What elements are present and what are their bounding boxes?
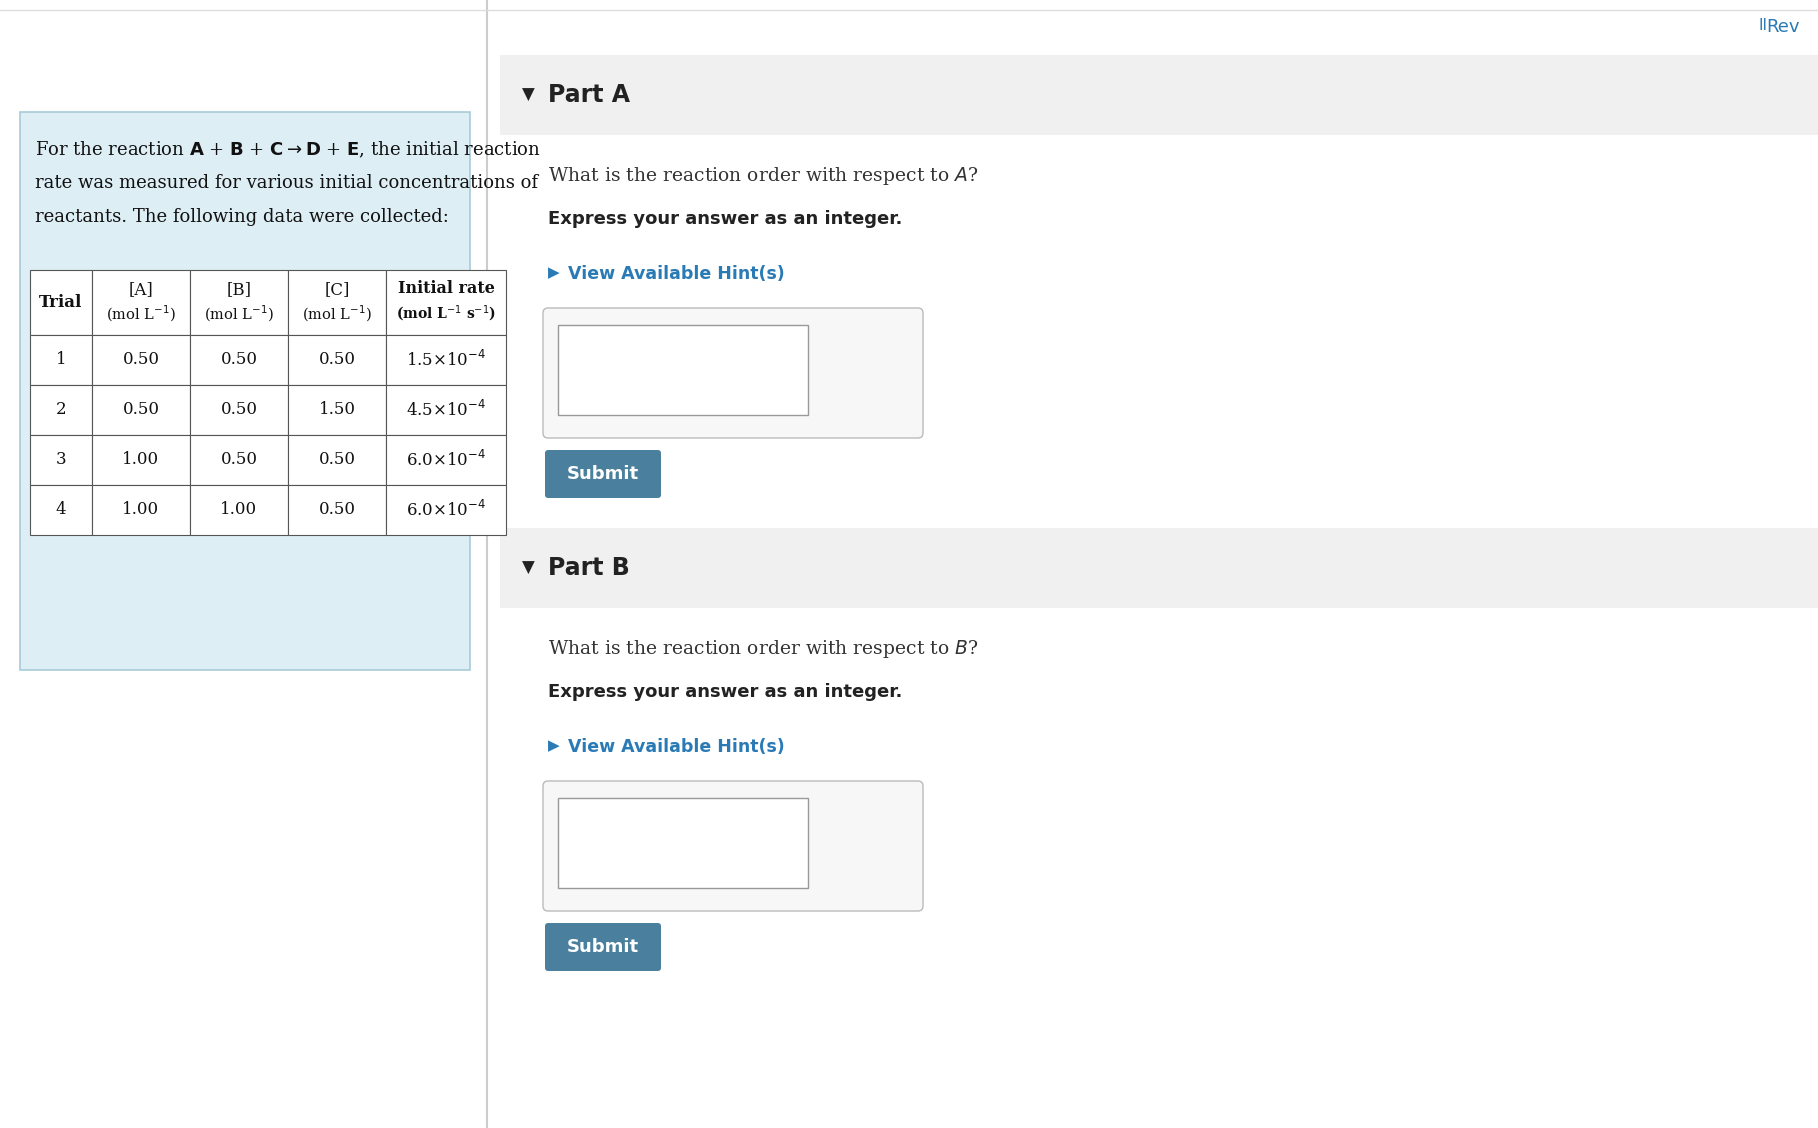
Text: 6.0×10$^{-4}$: 6.0×10$^{-4}$	[405, 500, 485, 520]
Bar	[93, 385, 191, 435]
Text: What is the reaction order with respect to $B$?: What is the reaction order with respect …	[547, 638, 978, 660]
Text: 1.00: 1.00	[220, 502, 258, 519]
Text: [A]: [A]	[129, 281, 153, 298]
Bar	[31, 270, 93, 335]
Text: 0.50: 0.50	[318, 451, 356, 468]
Text: Part B: Part B	[547, 556, 629, 580]
Bar	[93, 485, 191, 535]
Text: 0.50: 0.50	[220, 451, 258, 468]
Text: [B]: [B]	[227, 281, 251, 298]
Bar	[287, 270, 385, 335]
Text: 3: 3	[56, 451, 65, 468]
Text: Trial: Trial	[40, 294, 82, 311]
Bar	[93, 270, 191, 335]
FancyBboxPatch shape	[20, 112, 471, 670]
Bar	[287, 385, 385, 435]
Bar	[93, 335, 191, 385]
Bar	[287, 485, 385, 535]
Text: (mol L$^{-1}$): (mol L$^{-1}$)	[302, 305, 373, 325]
Text: Rev: Rev	[1767, 18, 1800, 36]
Text: 4.5×10$^{-4}$: 4.5×10$^{-4}$	[405, 400, 485, 420]
Text: rate was measured for various initial concentrations of: rate was measured for various initial co…	[35, 174, 538, 192]
Bar	[93, 435, 191, 485]
Text: Submit: Submit	[567, 938, 640, 957]
Text: 4: 4	[56, 502, 65, 519]
Text: View Available Hint(s): View Available Hint(s)	[567, 738, 785, 756]
Bar	[191, 435, 287, 485]
Bar	[500, 528, 1818, 608]
Bar	[31, 385, 93, 435]
Text: Submit: Submit	[567, 465, 640, 483]
FancyBboxPatch shape	[545, 450, 662, 497]
Text: (mol L$^{-1}$): (mol L$^{-1}$)	[204, 305, 275, 325]
Bar	[558, 797, 807, 888]
Bar	[191, 335, 287, 385]
Text: 0.50: 0.50	[122, 402, 160, 418]
Bar	[385, 270, 505, 335]
Bar	[191, 385, 287, 435]
Text: ▼: ▼	[522, 86, 534, 104]
FancyBboxPatch shape	[544, 308, 924, 438]
FancyBboxPatch shape	[545, 923, 662, 971]
Bar	[385, 435, 505, 485]
Text: 2: 2	[56, 402, 65, 418]
Bar	[191, 270, 287, 335]
Bar	[31, 485, 93, 535]
Text: 0.50: 0.50	[318, 352, 356, 369]
Bar	[385, 485, 505, 535]
Text: 1.50: 1.50	[318, 402, 356, 418]
Bar	[287, 335, 385, 385]
Text: 1.5×10$^{-4}$: 1.5×10$^{-4}$	[405, 350, 485, 370]
Text: II: II	[1760, 18, 1767, 33]
Text: Express your answer as an integer.: Express your answer as an integer.	[547, 682, 902, 700]
Text: reactants. The following data were collected:: reactants. The following data were colle…	[35, 208, 449, 226]
Bar	[31, 335, 93, 385]
Bar	[385, 385, 505, 435]
Bar	[287, 435, 385, 485]
Text: 1.00: 1.00	[122, 502, 160, 519]
Text: Express your answer as an integer.: Express your answer as an integer.	[547, 210, 902, 228]
Text: 0.50: 0.50	[318, 502, 356, 519]
Text: 0.50: 0.50	[220, 352, 258, 369]
Text: Part A: Part A	[547, 83, 631, 107]
Bar	[191, 485, 287, 535]
Bar	[558, 325, 807, 415]
Text: 1: 1	[56, 352, 65, 369]
Text: Initial rate: Initial rate	[398, 280, 494, 297]
Text: [C]: [C]	[324, 281, 349, 298]
FancyBboxPatch shape	[544, 781, 924, 911]
Text: ▶: ▶	[547, 265, 560, 280]
Text: What is the reaction order with respect to $A$?: What is the reaction order with respect …	[547, 165, 978, 187]
Text: 1.00: 1.00	[122, 451, 160, 468]
Text: ▼: ▼	[522, 559, 534, 578]
Text: 0.50: 0.50	[220, 402, 258, 418]
Bar	[31, 435, 93, 485]
Text: (mol L$^{-1}$ s$^{-1}$): (mol L$^{-1}$ s$^{-1}$)	[396, 305, 496, 325]
Bar	[500, 55, 1818, 135]
Text: For the reaction $\mathbf{A}$ + $\mathbf{B}$ + $\mathbf{C}$$\rightarrow$$\mathbf: For the reaction $\mathbf{A}$ + $\mathbf…	[35, 140, 542, 160]
Text: (mol L$^{-1}$): (mol L$^{-1}$)	[105, 305, 176, 325]
Text: 6.0×10$^{-4}$: 6.0×10$^{-4}$	[405, 450, 485, 470]
Text: View Available Hint(s): View Available Hint(s)	[567, 265, 785, 283]
Text: ▶: ▶	[547, 738, 560, 754]
Text: 0.50: 0.50	[122, 352, 160, 369]
Bar	[385, 335, 505, 385]
